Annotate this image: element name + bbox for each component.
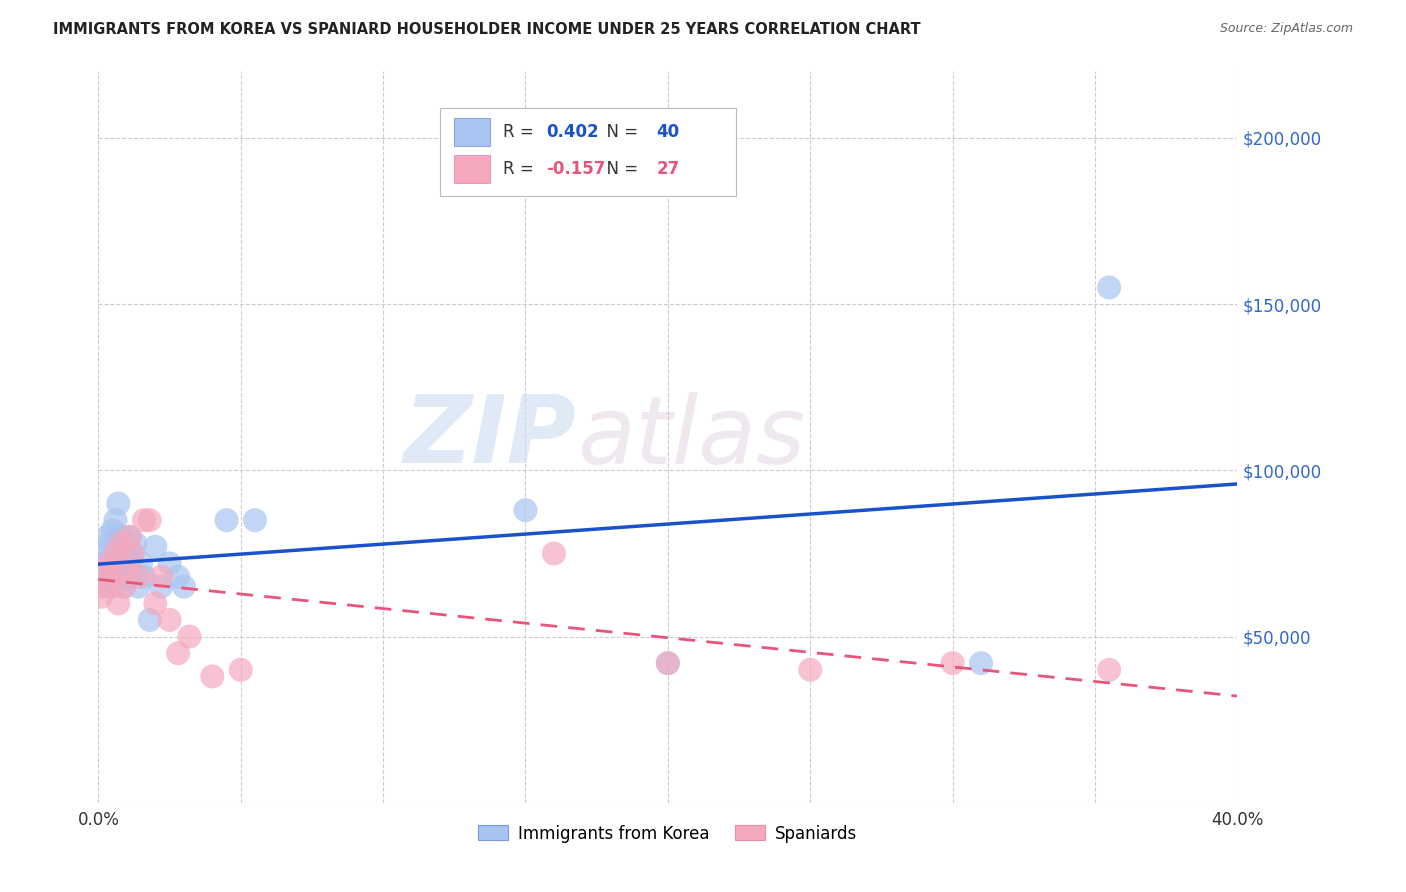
- Point: [121, 546, 143, 560]
- Point: [112, 553, 135, 567]
- Text: N =: N =: [596, 160, 644, 178]
- Point: [657, 656, 679, 670]
- Point: [107, 546, 129, 560]
- Bar: [454, 118, 491, 146]
- Text: R =: R =: [503, 123, 538, 141]
- Text: Source: ZipAtlas.com: Source: ZipAtlas.com: [1219, 22, 1353, 36]
- Point: [167, 570, 190, 584]
- Text: atlas: atlas: [576, 392, 806, 483]
- Point: [112, 580, 135, 594]
- Point: [115, 563, 138, 577]
- Point: [132, 513, 155, 527]
- Legend: Immigrants from Korea, Spaniards: Immigrants from Korea, Spaniards: [472, 818, 863, 849]
- Point: [101, 553, 124, 567]
- Point: [159, 557, 181, 571]
- Point: [124, 536, 146, 550]
- Point: [93, 563, 115, 577]
- Bar: [454, 154, 491, 183]
- Point: [127, 570, 149, 584]
- Point: [145, 596, 167, 610]
- Point: [657, 656, 679, 670]
- Text: N =: N =: [596, 123, 644, 141]
- Point: [150, 570, 173, 584]
- Point: [98, 563, 121, 577]
- Text: 0.402: 0.402: [546, 123, 599, 141]
- Point: [110, 557, 132, 571]
- Point: [138, 513, 160, 527]
- Point: [215, 513, 238, 527]
- FancyBboxPatch shape: [440, 108, 737, 195]
- Point: [104, 570, 127, 584]
- Point: [118, 557, 141, 571]
- Point: [1098, 663, 1121, 677]
- Point: [942, 656, 965, 670]
- Point: [98, 557, 121, 571]
- Point: [98, 536, 121, 550]
- Point: [107, 596, 129, 610]
- Point: [129, 557, 152, 571]
- Point: [145, 540, 167, 554]
- Point: [167, 646, 190, 660]
- Point: [101, 570, 124, 584]
- Point: [112, 580, 135, 594]
- Text: 27: 27: [657, 160, 679, 178]
- Point: [132, 570, 155, 584]
- Point: [93, 557, 115, 571]
- Point: [107, 563, 129, 577]
- Point: [150, 580, 173, 594]
- Point: [115, 540, 138, 554]
- Point: [93, 570, 115, 584]
- Point: [159, 613, 181, 627]
- Point: [243, 513, 266, 527]
- Point: [104, 546, 127, 560]
- Point: [799, 663, 821, 677]
- Point: [104, 513, 127, 527]
- Point: [96, 530, 118, 544]
- Point: [515, 503, 537, 517]
- Text: ZIP: ZIP: [404, 391, 576, 483]
- Point: [138, 613, 160, 627]
- Text: -0.157: -0.157: [546, 160, 606, 178]
- Text: 40: 40: [657, 123, 679, 141]
- Point: [121, 546, 143, 560]
- Point: [970, 656, 993, 670]
- Point: [173, 580, 195, 594]
- Point: [543, 546, 565, 560]
- Point: [229, 663, 252, 677]
- Point: [101, 580, 124, 594]
- Point: [1098, 280, 1121, 294]
- Point: [110, 536, 132, 550]
- Point: [118, 530, 141, 544]
- Point: [179, 630, 201, 644]
- Text: R =: R =: [503, 160, 538, 178]
- Point: [90, 580, 112, 594]
- Point: [96, 546, 118, 560]
- Point: [96, 580, 118, 594]
- Point: [90, 590, 112, 604]
- Point: [107, 497, 129, 511]
- Point: [110, 530, 132, 544]
- Point: [115, 570, 138, 584]
- Point: [201, 669, 224, 683]
- Text: IMMIGRANTS FROM KOREA VS SPANIARD HOUSEHOLDER INCOME UNDER 25 YEARS CORRELATION : IMMIGRANTS FROM KOREA VS SPANIARD HOUSEH…: [53, 22, 921, 37]
- Point: [101, 523, 124, 537]
- Point: [127, 580, 149, 594]
- Point: [118, 530, 141, 544]
